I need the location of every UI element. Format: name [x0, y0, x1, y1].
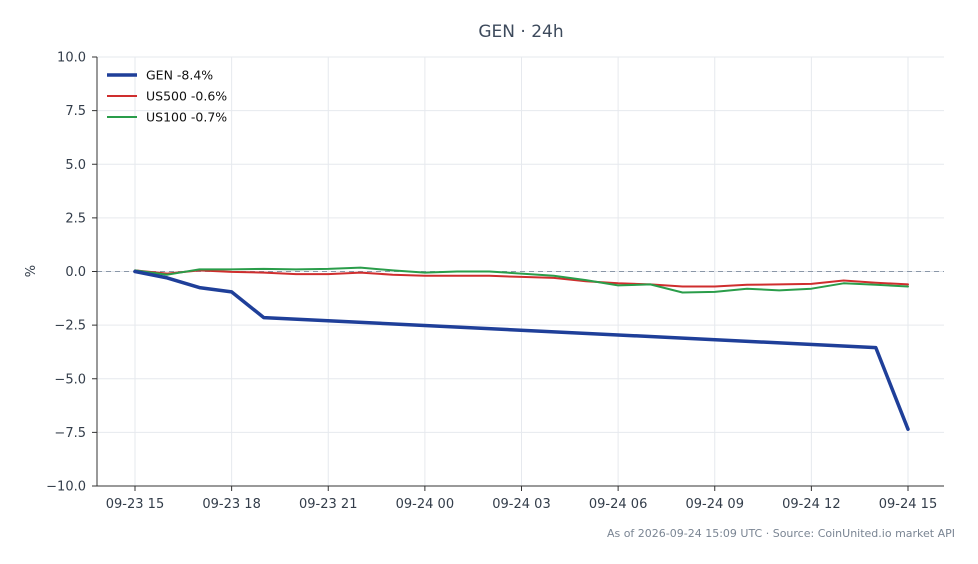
y-tick-label: 0.0 — [65, 265, 86, 280]
series-line-0 — [133, 269, 910, 431]
x-tick-label: 09-24 12 — [782, 497, 840, 512]
y-tick-label: −10.0 — [46, 480, 86, 495]
x-tick-label: 09-23 21 — [299, 497, 357, 512]
series-line-2 — [134, 266, 909, 294]
series-line-1 — [134, 269, 909, 288]
footer-source: As of 2026-09-24 15:09 UTC · Source: Coi… — [607, 527, 955, 540]
legend: GEN -8.4% US500 -0.6% US100 -0.7% — [107, 68, 227, 125]
chart-title: GEN · 24h — [478, 22, 563, 42]
y-tick-label: −7.5 — [54, 426, 86, 441]
y-tick-label: 7.5 — [65, 104, 86, 119]
legend-label: US100 -0.7% — [146, 110, 227, 125]
x-tick-label: 09-24 06 — [589, 497, 647, 512]
x-tick-label: 09-23 18 — [202, 497, 260, 512]
legend-label: GEN -8.4% — [146, 68, 213, 83]
y-tick-label: 5.0 — [65, 158, 86, 173]
series-lines — [133, 266, 910, 431]
x-tick-label: 09-24 03 — [492, 497, 550, 512]
y-tick-label: −2.5 — [54, 319, 86, 334]
y-tick-label: 2.5 — [65, 211, 86, 226]
y-tick-label: −5.0 — [54, 372, 86, 387]
y-tick-label: 10.0 — [57, 51, 86, 66]
x-tick-label: 09-24 00 — [396, 497, 454, 512]
x-tick-label: 09-24 09 — [686, 497, 744, 512]
x-tick-label: 09-23 15 — [106, 497, 164, 512]
x-tick-label: 09-24 15 — [879, 497, 937, 512]
y-axis-label: % — [24, 265, 39, 277]
axes: 10.0 7.5 5.0 2.5 0.0 −2.5 −5.0 −7.5 −10.0 09-23 1… — [46, 51, 944, 512]
legend-label: US500 -0.6% — [146, 89, 227, 104]
